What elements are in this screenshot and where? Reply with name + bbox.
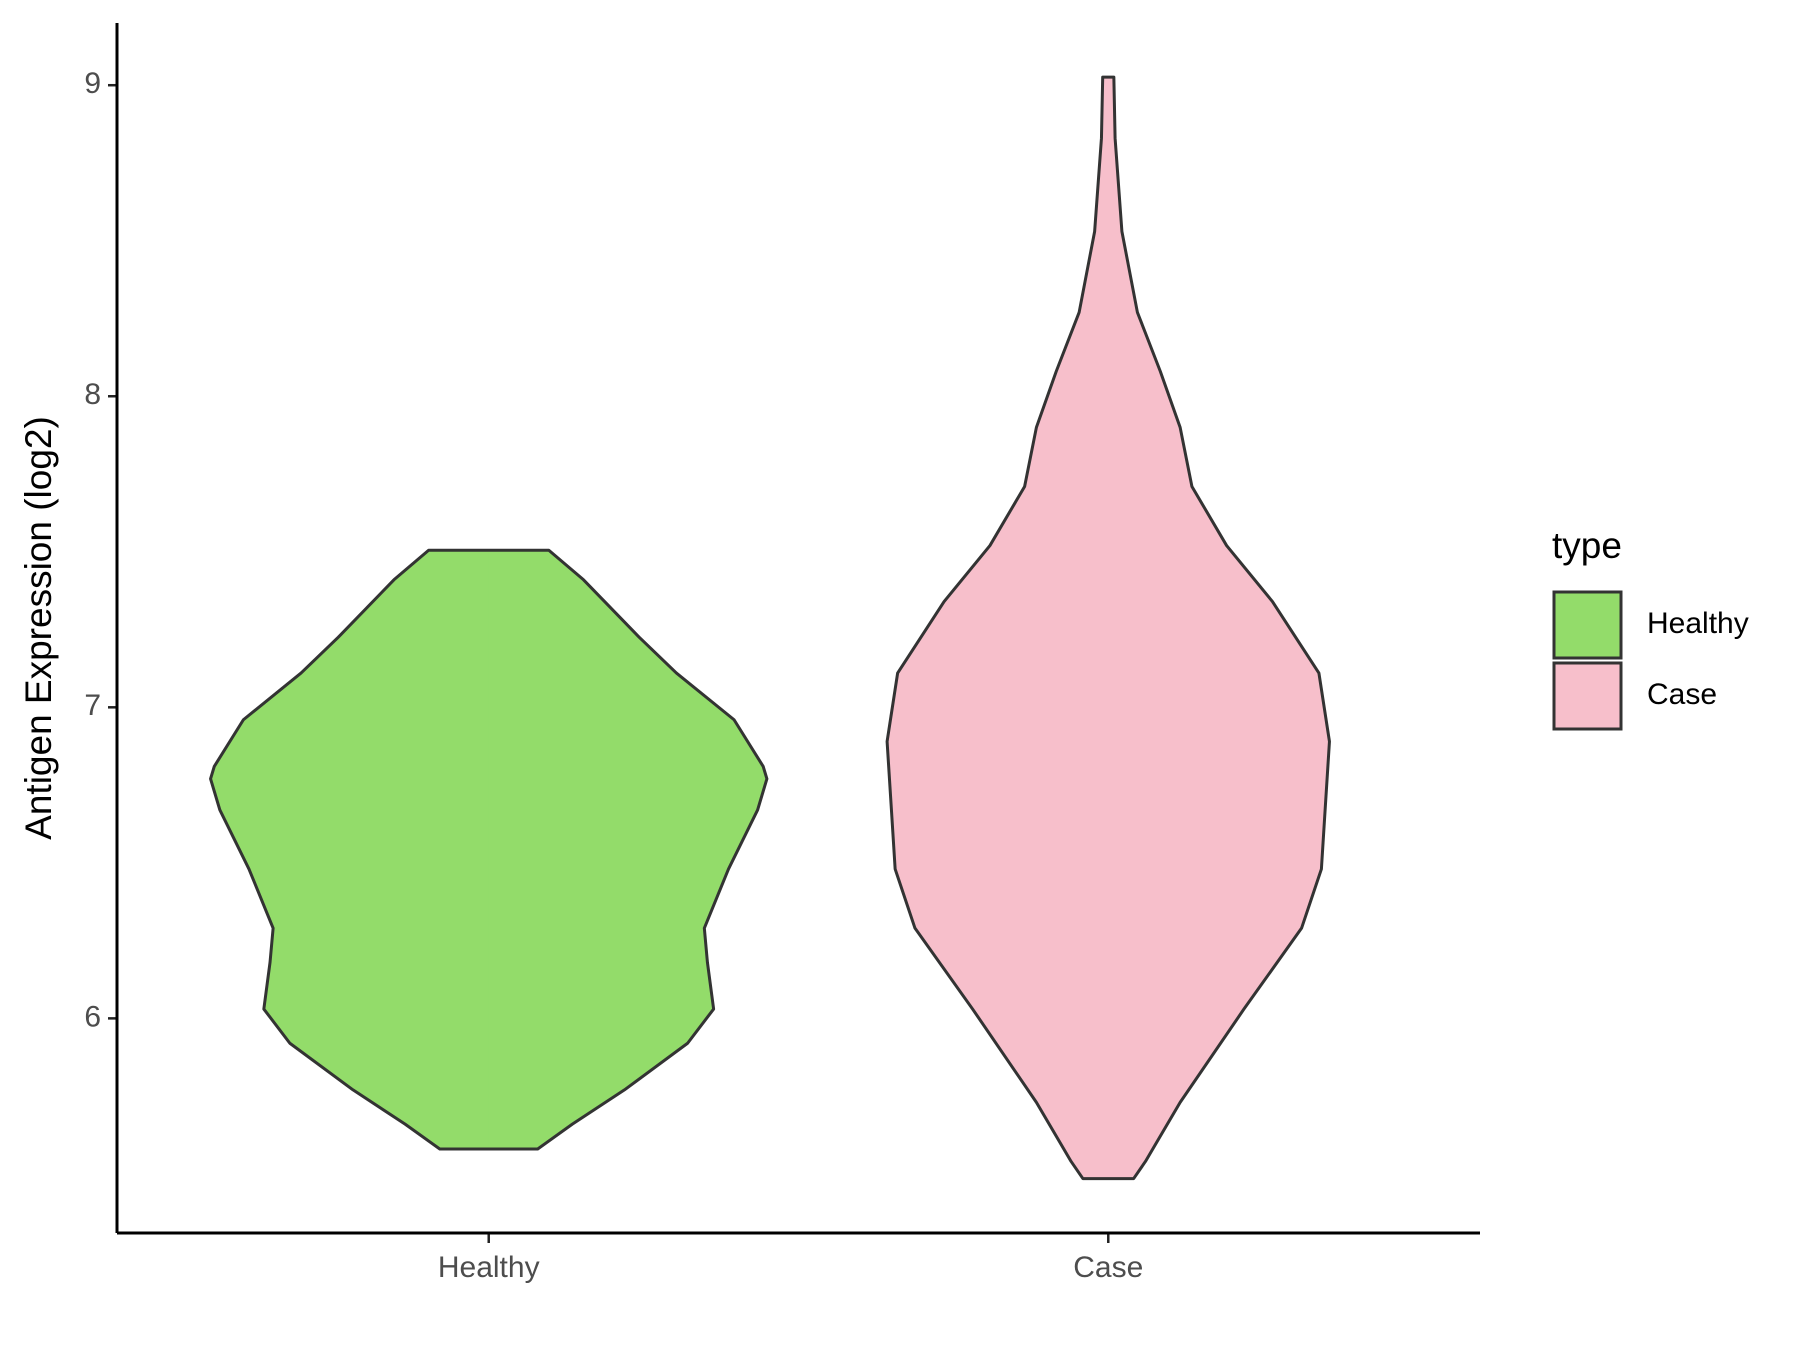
legend-key bbox=[1552, 661, 1623, 731]
y-tick-label: 8 bbox=[84, 378, 101, 411]
legend-title: type bbox=[1552, 525, 1622, 566]
violin-half bbox=[886, 76, 1109, 1180]
violin-half bbox=[1107, 76, 1330, 1180]
violin-outline bbox=[209, 548, 769, 1151]
x-tick-label: Case bbox=[1073, 1251, 1143, 1284]
legend-label: Healthy bbox=[1647, 607, 1749, 640]
y-axis-title: Antigen Expression (log2) bbox=[18, 416, 59, 840]
violin-half bbox=[488, 549, 768, 1150]
legend-key bbox=[1552, 590, 1623, 660]
x-tick-label: Healthy bbox=[438, 1251, 540, 1284]
legend-label: Case bbox=[1647, 678, 1717, 711]
violin-outline bbox=[885, 75, 1331, 1181]
y-tick-label: 9 bbox=[84, 67, 101, 100]
violin-half bbox=[210, 549, 490, 1150]
y-tick-label: 6 bbox=[84, 1000, 101, 1033]
y-tick-label: 7 bbox=[84, 689, 101, 722]
